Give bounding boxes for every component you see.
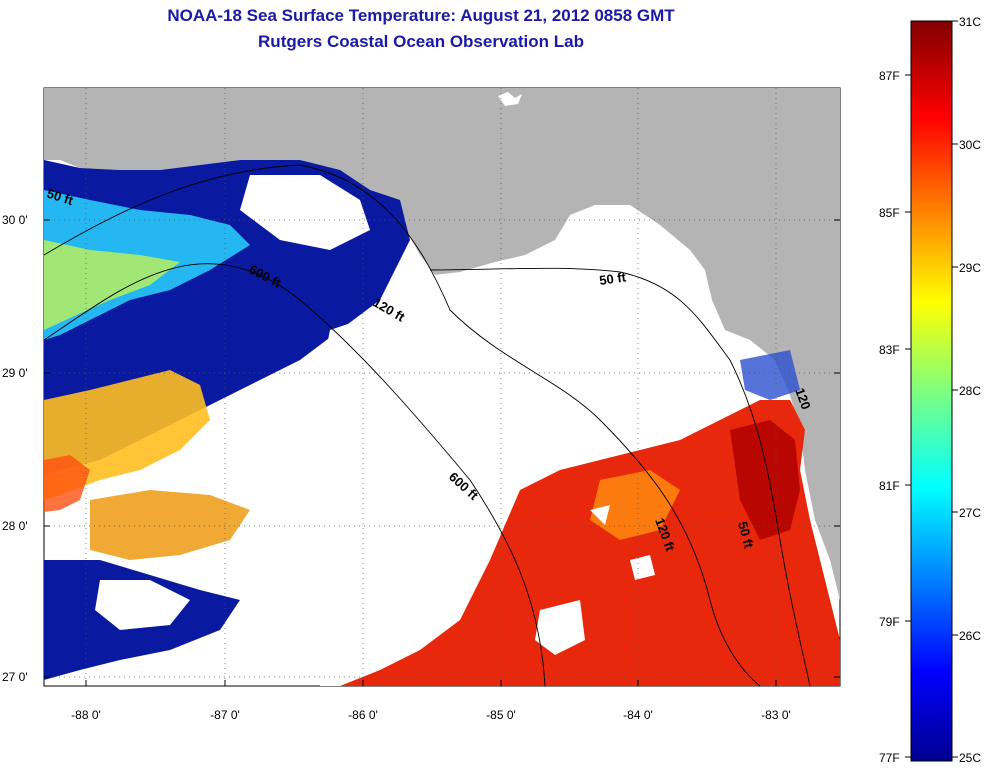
colorbar-celsius-label: 28C (959, 384, 981, 398)
sst-orange-patches (590, 470, 680, 540)
sst-white-holes (535, 505, 655, 655)
contour-50ft (429, 267, 811, 686)
sst-nearshore-blue (740, 350, 800, 400)
land-area (44, 88, 840, 600)
map-title: NOAA-18 Sea Surface Temperature: August … (167, 6, 675, 25)
colorbar-celsius-label: 27C (959, 506, 981, 520)
colorbar-fahrenheit-label: 77F (879, 751, 900, 765)
sst-red-west (44, 455, 90, 512)
lat-tick-label: 29 0' (2, 366, 28, 380)
colorbar-fahrenheit-label: 87F (879, 69, 900, 83)
sst-hot-core (730, 420, 800, 540)
contour-600ft (44, 263, 546, 686)
bathymetry-contours (44, 164, 811, 686)
sst-white-sw (95, 580, 190, 630)
map-subtitle: Rutgers Coastal Ocean Observation Lab (258, 32, 584, 51)
sst-warm-southeast (340, 400, 840, 686)
nodata-interior (280, 300, 600, 686)
sst-green-band (44, 240, 180, 330)
lon-tick-label: -86 0' (348, 708, 378, 722)
axis-ticks (44, 219, 840, 686)
colorbar-fahrenheit-label: 81F (879, 479, 900, 493)
colorbar-ticks (905, 20, 958, 758)
colorbar (910, 20, 953, 762)
lon-tick-label: -85 0' (486, 708, 516, 722)
lat-tick-label: 27 0' (2, 670, 28, 684)
colorbar-fahrenheit-label: 83F (879, 343, 900, 357)
sst-yellow-sw (90, 490, 250, 560)
lon-tick-label: -83 0' (761, 708, 791, 722)
sst-white-gap (240, 175, 370, 250)
colorbar-celsius-label: 30C (959, 138, 981, 152)
colorbar-celsius-label: 29C (959, 261, 981, 275)
contour-label: 120 (792, 386, 814, 412)
colorbar-fahrenheit-label: 79F (879, 615, 900, 629)
colorbar-fahrenheit-label: 85F (879, 206, 900, 220)
lon-tick-label: -88 0' (71, 708, 101, 722)
colorbar-celsius-label: 31C (959, 15, 981, 29)
lon-tick-label: -87 0' (210, 708, 240, 722)
island (498, 92, 522, 106)
colorbar-celsius-label: 26C (959, 629, 981, 643)
colorbar-celsius-label: 25C (959, 751, 981, 765)
lat-tick-label: 28 0' (2, 519, 28, 533)
lat-tick-label: 30 0' (2, 213, 28, 227)
lon-tick-label: -84 0' (623, 708, 653, 722)
contour-120ft (44, 164, 761, 686)
contour-label: 50 ft (598, 269, 627, 288)
contour-label: 50 ft (735, 520, 757, 550)
